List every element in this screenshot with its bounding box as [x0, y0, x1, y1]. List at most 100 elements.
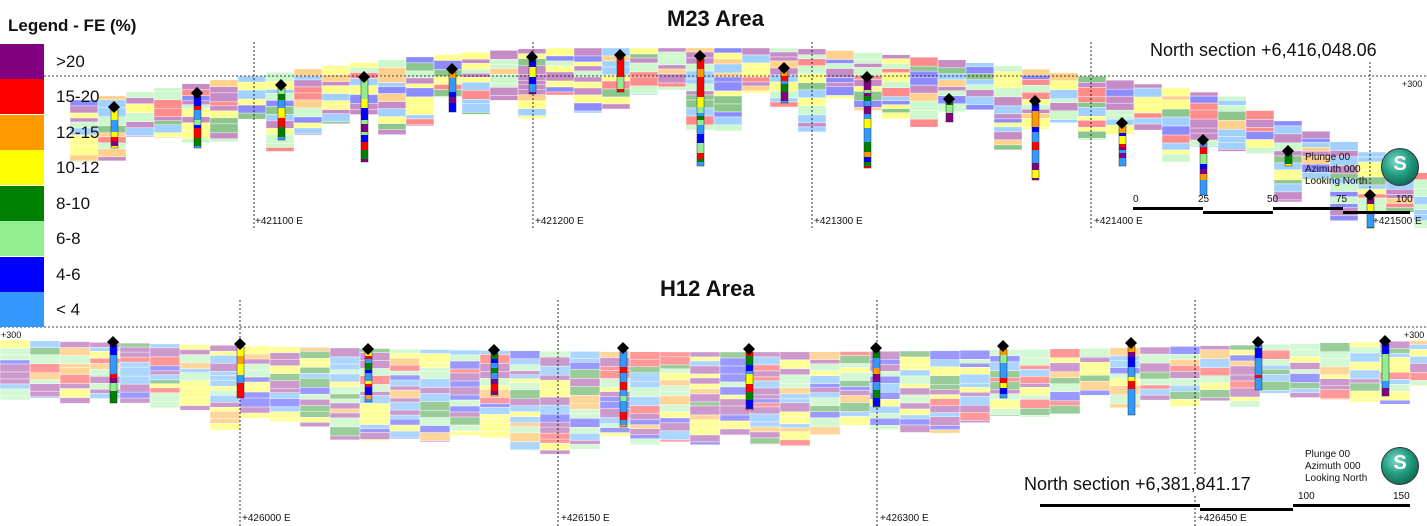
- h12-block: [0, 354, 31, 361]
- h12-block: [1169, 399, 1201, 407]
- m23-block: [517, 108, 547, 116]
- m23-drillhole-segment: [1032, 104, 1039, 111]
- h12-block: [869, 425, 901, 430]
- m23-block: [125, 135, 155, 137]
- m23-drillhole-segment: [617, 67, 624, 77]
- h12-block: [1049, 371, 1081, 379]
- h12-block: [29, 379, 61, 384]
- m23-block: [293, 79, 323, 88]
- h12-block: [329, 417, 361, 428]
- m23-block: [881, 58, 911, 64]
- h12-block: [149, 356, 181, 367]
- h12-block: [1319, 358, 1351, 368]
- h12-block: [1319, 378, 1351, 387]
- h12-block: [1109, 394, 1141, 404]
- h12-block: [1409, 385, 1427, 387]
- h12-block: [299, 411, 331, 418]
- h12-block: [1169, 391, 1201, 400]
- h12-block: [209, 355, 241, 364]
- h12-block: [659, 391, 691, 397]
- m23-block: [237, 104, 267, 114]
- h12-block: [209, 395, 241, 403]
- m23-block: [713, 103, 743, 113]
- h12-drillhole-segment: [620, 358, 627, 367]
- h12-block: [149, 343, 181, 349]
- m23-drillhole-segment: [1032, 127, 1039, 132]
- h12-block: [509, 350, 541, 360]
- h12-drillhole-segment: [110, 383, 117, 391]
- h12-block: [269, 365, 301, 374]
- h12-block: [179, 405, 211, 411]
- m23-block: [1245, 110, 1275, 120]
- h12-block: [479, 418, 511, 424]
- h12-block: [659, 422, 691, 432]
- h12-drillhole-segment: [620, 351, 627, 358]
- m23-block: [601, 103, 631, 110]
- m23-block: [377, 93, 407, 102]
- h12-drillhole-segment: [110, 355, 117, 364]
- h12-block: [1229, 396, 1261, 402]
- h12-block: [569, 433, 601, 441]
- h12-block: [29, 372, 61, 380]
- m23-block: [1077, 120, 1107, 128]
- m23-scale-tick: 75: [1336, 194, 1348, 205]
- h12-block: [1259, 350, 1291, 360]
- h12-block: [779, 374, 811, 385]
- h12-north-section-label: North section +6,381,841.17: [1022, 474, 1253, 495]
- h12-block: [779, 411, 811, 418]
- h12-easting-label: +426150 E: [561, 513, 610, 524]
- m23-block: [965, 66, 995, 74]
- m23-drillhole-segment: [1032, 120, 1039, 127]
- m23-block: [937, 90, 967, 97]
- m23-area-title: M23 Area: [667, 6, 765, 31]
- h12-block: [569, 369, 601, 379]
- h12-block: [569, 413, 601, 419]
- m23-block: [965, 62, 995, 67]
- h12-block: [209, 345, 241, 352]
- h12-drillhole-segment: [237, 347, 244, 356]
- h12-block: [269, 352, 301, 360]
- h12-looking-label: Looking North: [1305, 473, 1368, 484]
- h12-block: [1169, 359, 1201, 366]
- m23-drillhole-segment: [1032, 150, 1039, 157]
- h12-collar-icon: [362, 343, 374, 355]
- m23-block: [993, 105, 1023, 115]
- h12-block: [899, 424, 931, 433]
- h12-block: [899, 364, 931, 371]
- m23-drillhole-segment: [111, 141, 118, 146]
- h12-drillhole-segment: [237, 391, 244, 398]
- m23-drillhole-segment: [864, 106, 871, 114]
- m23-scale-bar: [1343, 211, 1410, 214]
- m23-block: [741, 81, 771, 87]
- h12-block: [389, 370, 421, 376]
- h12-block: [329, 408, 361, 414]
- h12-drillhole-segment: [1128, 346, 1135, 352]
- m23-block: [1189, 102, 1219, 111]
- m23-block: [1217, 100, 1247, 106]
- m23-block: [713, 90, 743, 97]
- h12-block: [749, 426, 781, 433]
- h12-drillhole-segment: [1255, 378, 1262, 383]
- m23-block: [1161, 142, 1191, 151]
- h12-block: [179, 349, 211, 355]
- h12-block: [239, 353, 271, 360]
- h12-block: [989, 414, 1021, 417]
- m23-drillhole-segment: [278, 127, 285, 137]
- m23-block: [853, 59, 883, 64]
- h12-block: [899, 383, 931, 389]
- h12-block: [59, 355, 91, 364]
- h12-block: [539, 379, 571, 390]
- h12-block: [779, 359, 811, 370]
- m23-block: [741, 85, 771, 92]
- h12-block: [539, 413, 571, 423]
- h12-block: [719, 373, 751, 383]
- h12-block: [749, 406, 781, 415]
- h12-block: [749, 421, 781, 428]
- h12-block: [929, 416, 961, 426]
- m23-block: [321, 69, 351, 75]
- m23-block: [1077, 87, 1107, 97]
- m23-drillhole-segment: [361, 111, 368, 120]
- m23-drillhole-segment: [864, 101, 871, 106]
- m23-block: [377, 86, 407, 94]
- h12-block: [929, 384, 961, 390]
